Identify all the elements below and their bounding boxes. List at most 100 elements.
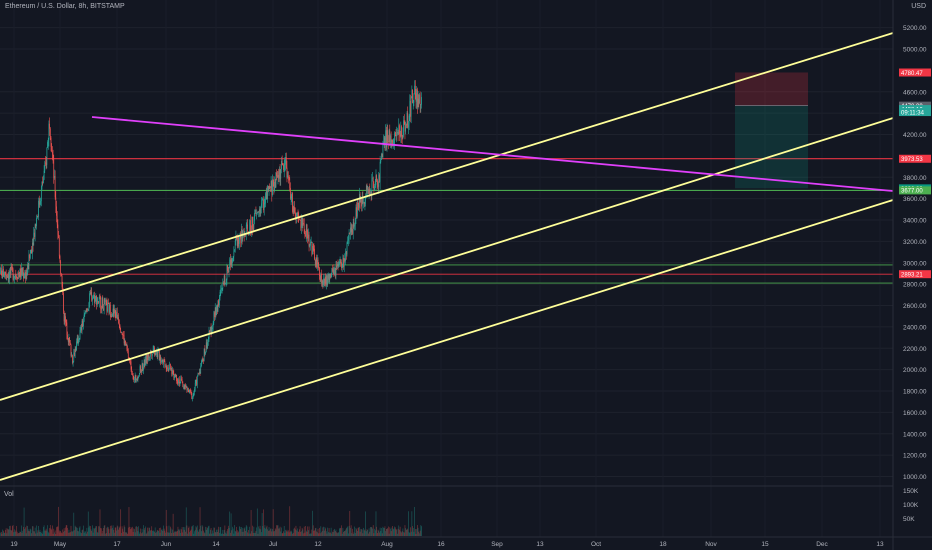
time-tick-label: Dec	[816, 541, 828, 548]
volume-bar	[172, 513, 174, 536]
volume-bar	[303, 526, 305, 536]
volume-bar	[223, 533, 224, 536]
volume-bar	[326, 533, 328, 536]
volume-bar	[339, 528, 340, 536]
volume-bar	[289, 506, 291, 536]
volume-bar	[212, 533, 214, 536]
candle-body	[346, 242, 348, 255]
volume-bar	[115, 527, 117, 536]
volume-bar	[145, 533, 147, 536]
candle-body	[293, 207, 295, 213]
volume-bar	[414, 529, 416, 536]
price-tick-label: 2000.00	[903, 367, 927, 374]
candle-body	[157, 350, 159, 358]
volume-bar	[309, 533, 311, 536]
candle-body	[296, 213, 297, 218]
candle-body	[312, 245, 313, 255]
candle-body	[86, 309, 88, 311]
candle-body	[168, 369, 170, 371]
candle-body	[227, 265, 228, 271]
volume-bar	[197, 530, 199, 536]
candle-body	[290, 196, 292, 199]
candle-body	[272, 179, 274, 182]
candle-body	[71, 355, 73, 357]
time-tick-label: 13	[536, 541, 544, 548]
candle-body	[386, 130, 388, 148]
volume-bar	[146, 532, 148, 536]
candle-body	[394, 132, 395, 144]
volume-bar	[211, 533, 213, 536]
candle-body	[329, 273, 331, 281]
candle-body	[54, 175, 56, 198]
candle-body	[2, 268, 4, 279]
volume-bar	[212, 530, 213, 536]
candle-body	[339, 261, 340, 265]
candle-body	[252, 216, 253, 230]
volume-bar	[127, 533, 128, 536]
candle-body	[27, 264, 28, 276]
volume-bar	[384, 526, 386, 536]
candle-body	[56, 206, 57, 216]
volume-bar	[230, 532, 231, 536]
volume-bar	[235, 531, 237, 536]
candle-body	[166, 368, 168, 369]
volume-bar	[287, 531, 289, 536]
candle-body	[98, 301, 99, 303]
time-tick-label: Aug	[381, 541, 393, 548]
candle-body	[73, 352, 75, 362]
candle-body	[163, 360, 164, 364]
volume-bar	[34, 527, 36, 536]
volume-bar	[295, 525, 297, 536]
candle-body	[155, 353, 157, 355]
candle-body	[419, 94, 421, 105]
volume-bar	[404, 525, 406, 536]
volume-bar	[386, 528, 388, 536]
volume-bar	[93, 528, 95, 536]
candle-body	[348, 233, 350, 240]
candle-body	[283, 164, 285, 170]
candle-body	[182, 381, 184, 387]
candle-body	[295, 216, 297, 218]
volume-bar	[361, 529, 363, 536]
volume-bar	[420, 525, 422, 536]
candle-body	[248, 234, 250, 236]
volume-bar	[143, 529, 145, 536]
volume-bar	[298, 532, 300, 536]
volume-bar	[165, 509, 167, 536]
candle-body	[69, 342, 71, 345]
candle-body	[284, 164, 286, 166]
candle-body	[267, 185, 269, 191]
candle-body	[335, 265, 337, 276]
volume-bar	[232, 528, 234, 536]
candle-body	[69, 337, 70, 343]
candle-body	[397, 131, 398, 133]
candle-body	[190, 391, 192, 393]
volume-bar	[47, 531, 49, 536]
candle-body	[179, 381, 181, 384]
candle-body	[165, 365, 167, 369]
candle-body	[202, 359, 204, 360]
volume-bar	[25, 527, 26, 536]
volume-bar	[194, 531, 195, 536]
volume-bar	[274, 531, 275, 536]
volume-bar	[210, 528, 212, 536]
volume-bar	[143, 525, 144, 536]
volume-bar	[58, 506, 59, 536]
candle-body	[104, 299, 106, 302]
symbol-title[interactable]: Ethereum / U.S. Dollar, 8h, BITSTAMP	[5, 3, 125, 10]
candle-body	[144, 359, 146, 366]
volume-bar	[43, 525, 45, 536]
volume-bar	[307, 526, 309, 536]
volume-bar	[2, 529, 4, 536]
candle-body	[289, 178, 291, 188]
candle-body	[306, 224, 308, 233]
volume-bar	[142, 532, 144, 536]
price-label-box	[899, 270, 931, 279]
volume-bar	[344, 530, 346, 536]
volume-bar	[87, 531, 88, 536]
candle-body	[400, 126, 402, 136]
currency-label[interactable]: USD	[911, 3, 926, 10]
volume-bar	[141, 528, 143, 536]
candle-body	[281, 160, 283, 164]
